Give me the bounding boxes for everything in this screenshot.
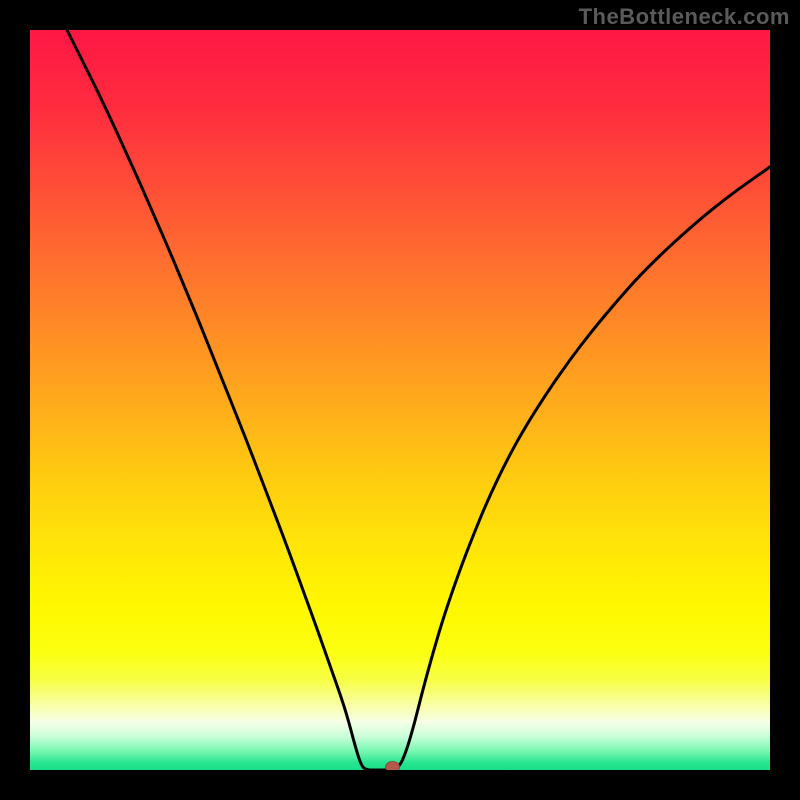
chart-container: TheBottleneck.com xyxy=(0,0,800,800)
minimum-marker xyxy=(386,762,400,771)
bottleneck-curve xyxy=(67,30,770,770)
curve-layer xyxy=(30,30,770,770)
watermark-text: TheBottleneck.com xyxy=(579,4,790,30)
